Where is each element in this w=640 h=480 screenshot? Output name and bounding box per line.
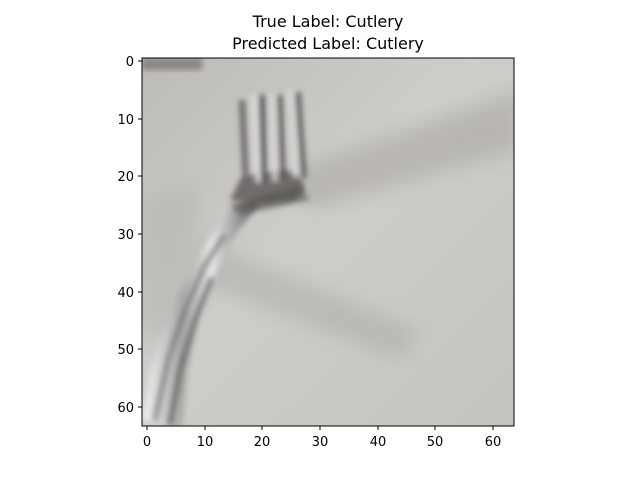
y-axis: 0 10 20 30 40 50 60 [117, 55, 142, 416]
x-axis: 0 10 20 30 40 50 60 [143, 426, 501, 450]
y-tick-label: 50 [117, 343, 134, 358]
y-tick-label: 0 [126, 55, 134, 70]
x-tick-label: 10 [197, 435, 214, 450]
axes-frame [141, 57, 515, 427]
fork-image [142, 58, 514, 426]
figure-title-predicted-label: Predicted Label: Cutlery [232, 34, 424, 53]
x-tick-label: 20 [254, 435, 271, 450]
x-tick-label: 50 [427, 435, 444, 450]
x-tick-label: 30 [312, 435, 329, 450]
x-tick-label: 40 [370, 435, 387, 450]
y-tick-label: 30 [117, 228, 134, 243]
x-tick-label: 60 [485, 435, 502, 450]
y-tick-label: 40 [117, 286, 134, 301]
y-tick-label: 20 [117, 170, 134, 185]
figure-title-true-label: True Label: Cutlery [252, 12, 404, 31]
y-tick-label: 10 [117, 113, 134, 128]
x-tick-label: 0 [143, 435, 151, 450]
y-tick-label: 60 [117, 401, 134, 416]
